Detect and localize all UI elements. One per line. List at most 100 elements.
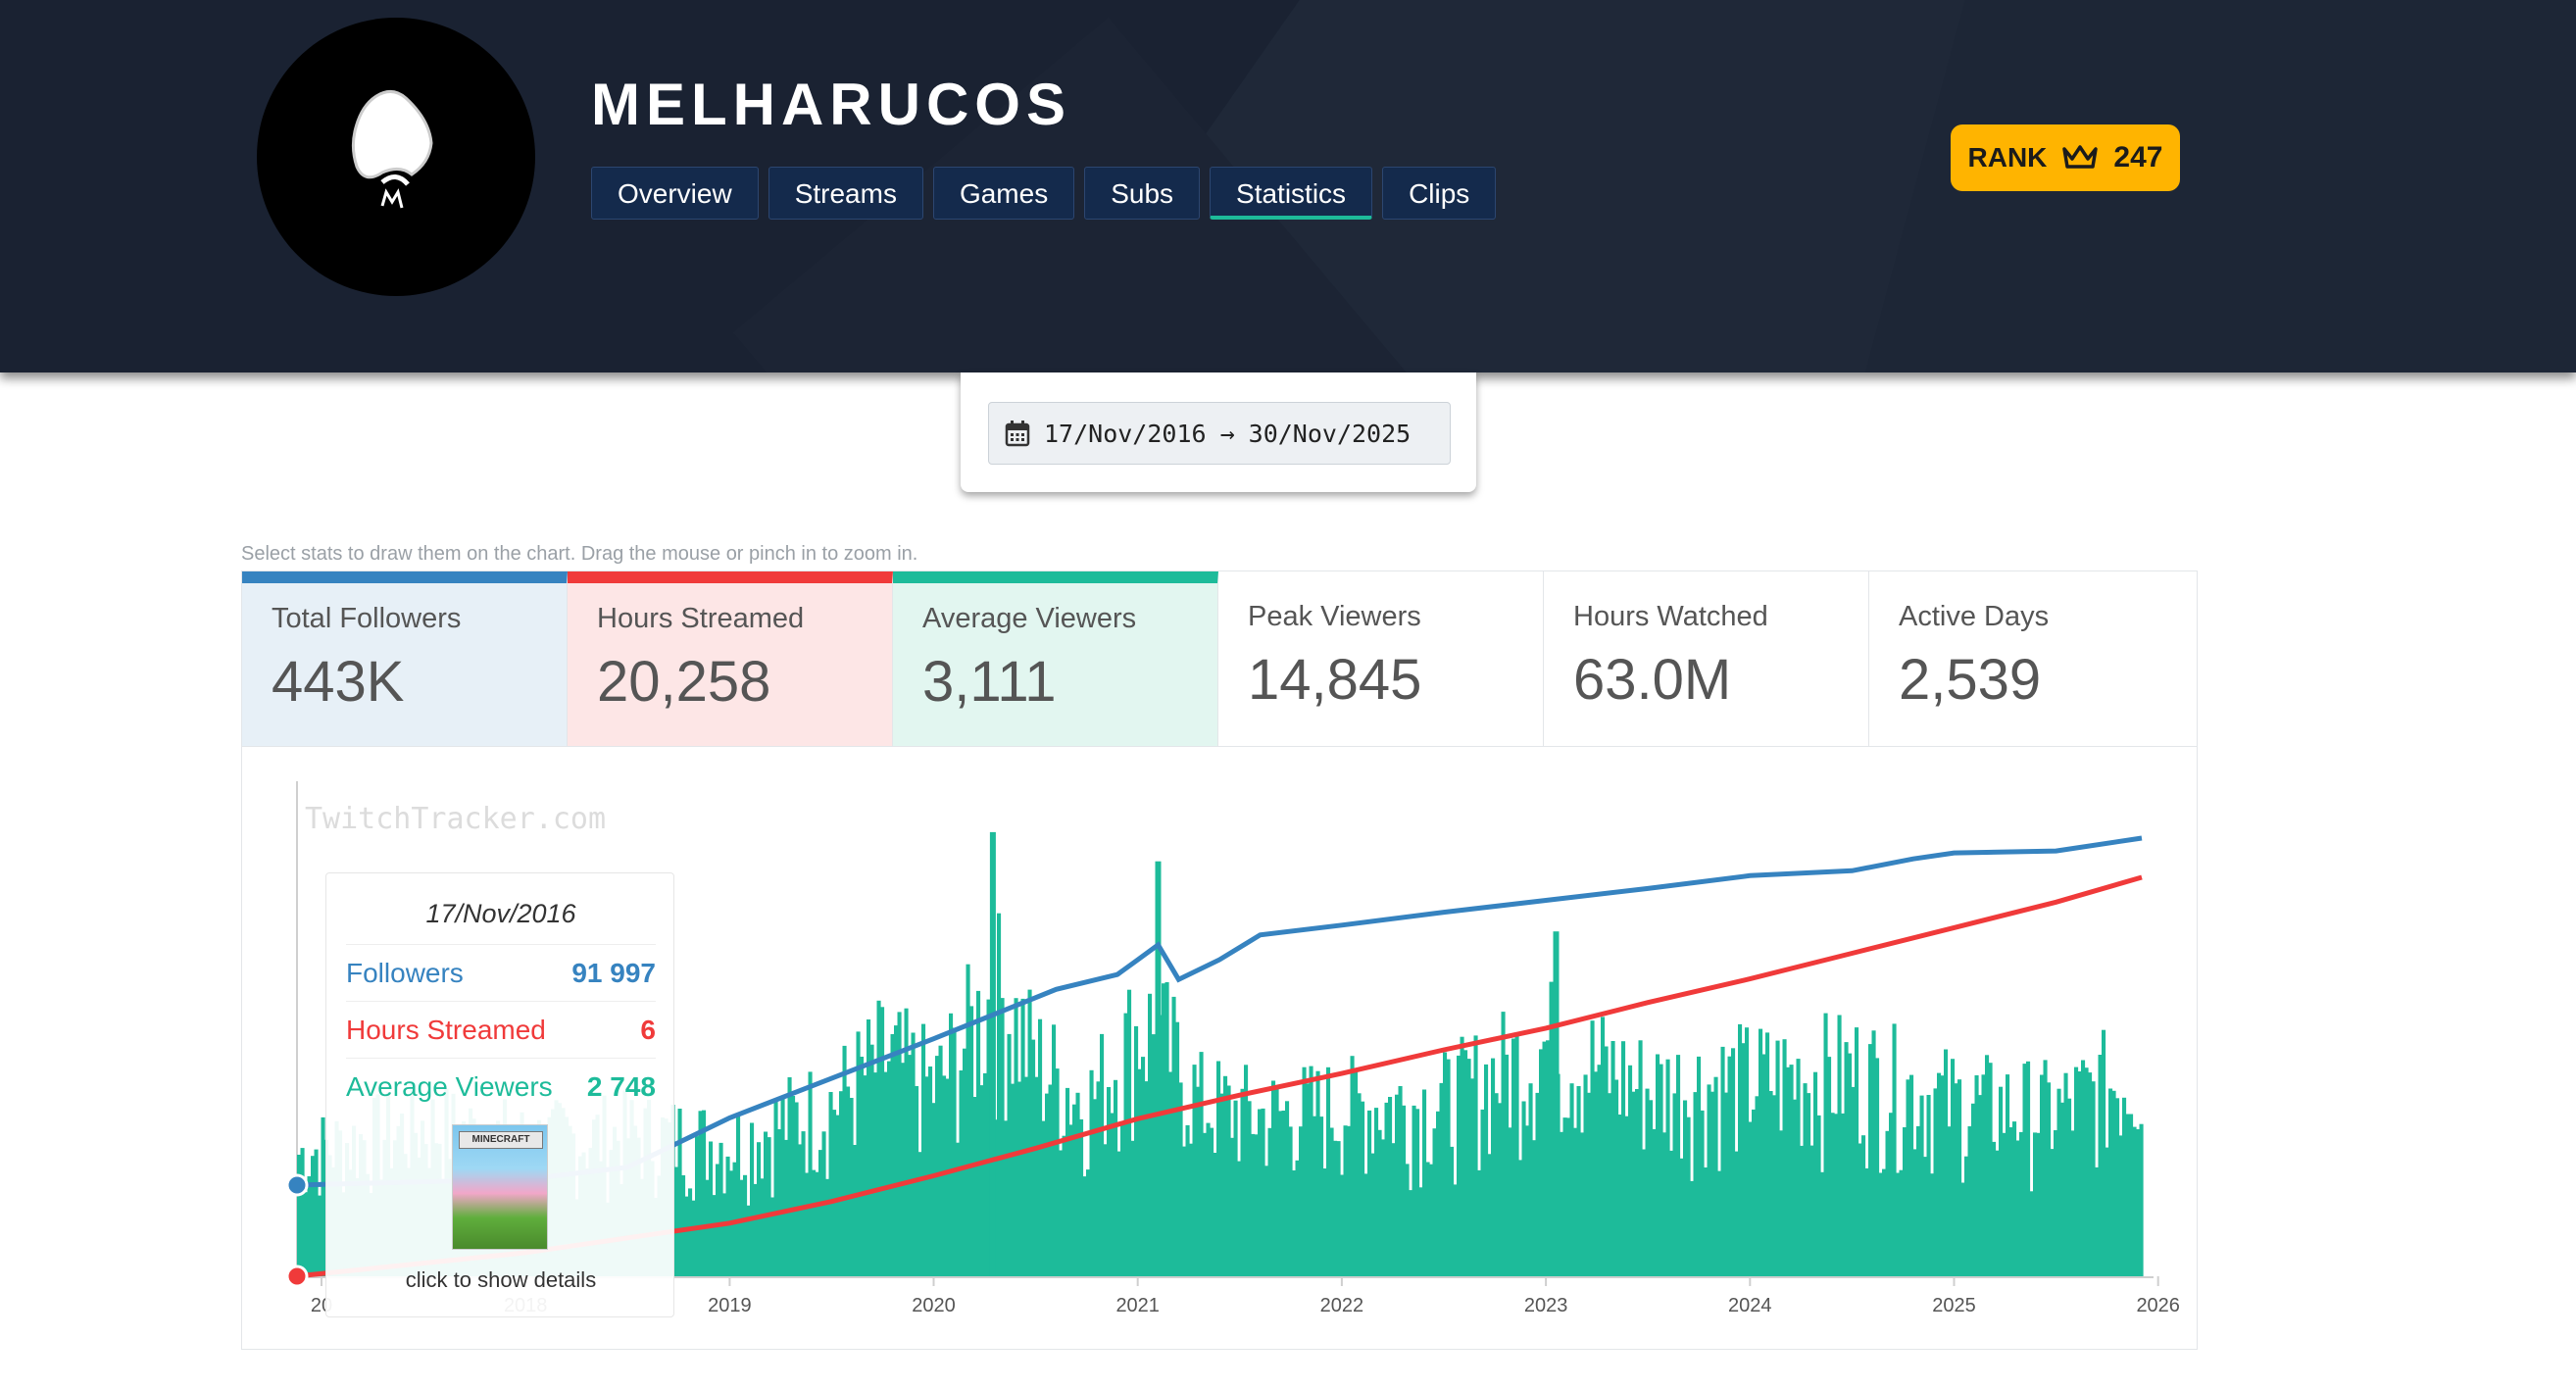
average-viewers-bar bbox=[2091, 1081, 2096, 1276]
average-viewers-bar bbox=[1313, 1116, 1317, 1276]
average-viewers-bar bbox=[1889, 1113, 1894, 1276]
average-viewers-bar bbox=[1837, 1015, 1842, 1276]
average-viewers-bar bbox=[1594, 1071, 1599, 1276]
average-viewers-bar bbox=[1055, 1068, 1060, 1276]
average-viewers-bar bbox=[1700, 1110, 1705, 1276]
average-viewers-bar bbox=[1807, 1093, 1811, 1276]
calendar-icon bbox=[1005, 421, 1030, 447]
average-viewers-bar bbox=[1093, 1099, 1098, 1276]
average-viewers-bar bbox=[746, 1205, 751, 1276]
average-viewers-bar bbox=[1171, 996, 1176, 1276]
hours-streamed-marker bbox=[285, 1265, 309, 1288]
stat-label: Hours Watched bbox=[1573, 601, 1768, 632]
average-viewers-bar bbox=[1542, 1041, 1547, 1276]
average-viewers-bar bbox=[767, 1137, 771, 1276]
average-viewers-bar bbox=[935, 1056, 940, 1276]
average-viewers-bar bbox=[1350, 1056, 1355, 1276]
average-viewers-bar bbox=[1525, 1125, 1530, 1276]
average-viewers-bar bbox=[1130, 1140, 1135, 1276]
average-viewers-bar bbox=[725, 1156, 730, 1276]
stat-active-days[interactable]: Active Days 2,539 bbox=[1869, 571, 2195, 746]
stat-hours-streamed[interactable]: Hours Streamed 20,258 bbox=[568, 571, 893, 746]
stat-total-followers[interactable]: Total Followers 443K bbox=[242, 571, 568, 746]
game-cover-image[interactable]: MINECRAFT bbox=[452, 1124, 548, 1250]
average-viewers-bar bbox=[688, 1188, 693, 1276]
average-viewers-bar bbox=[1100, 1033, 1105, 1276]
average-viewers-bar bbox=[928, 1067, 933, 1276]
average-viewers-bar bbox=[1789, 1065, 1794, 1276]
average-viewers-bar bbox=[1230, 1137, 1235, 1276]
average-viewers-bar bbox=[1484, 1064, 1489, 1276]
average-viewers-bar bbox=[815, 1171, 819, 1276]
average-viewers-bar bbox=[1514, 1032, 1519, 1276]
average-viewers-bar bbox=[1017, 1081, 1022, 1276]
stat-peak-viewers[interactable]: Peak Viewers 14,845 bbox=[1218, 571, 1544, 746]
average-viewers-bar bbox=[1110, 1113, 1115, 1276]
tab-overview[interactable]: Overview bbox=[591, 167, 759, 220]
average-viewers-bar bbox=[1816, 1115, 1821, 1276]
average-viewers-bar bbox=[1213, 1153, 1217, 1276]
average-viewers-bar bbox=[1844, 1042, 1849, 1276]
average-viewers-bar bbox=[1896, 1172, 1901, 1276]
average-viewers-bar bbox=[2111, 1090, 2116, 1276]
tab-statistics[interactable]: Statistics bbox=[1210, 167, 1373, 220]
average-viewers-bar bbox=[825, 1178, 830, 1276]
average-viewers-bar bbox=[1717, 1170, 1722, 1276]
rank-label: RANK bbox=[1967, 142, 2048, 173]
average-viewers-bar bbox=[674, 1166, 679, 1276]
average-viewers-bar bbox=[1707, 1084, 1711, 1276]
tab-streams[interactable]: Streams bbox=[768, 167, 923, 220]
average-viewers-bar bbox=[1892, 1023, 1897, 1276]
average-viewers-bar bbox=[1114, 1079, 1118, 1276]
average-viewers-bar bbox=[1772, 1095, 1777, 1276]
average-viewers-bar bbox=[1134, 1025, 1139, 1276]
chart-tooltip[interactable]: 17/Nov/2016 Followers 91 997 Hours Strea… bbox=[325, 872, 674, 1317]
average-viewers-bar bbox=[1384, 1102, 1389, 1276]
average-viewers-bar bbox=[681, 1175, 686, 1276]
average-viewers-bar bbox=[1855, 1027, 1859, 1276]
average-viewers-bar bbox=[1560, 1131, 1564, 1276]
crown-icon bbox=[2062, 145, 2099, 169]
average-viewers-bar bbox=[1926, 1095, 1931, 1276]
date-end: 30/Nov/2025 bbox=[1248, 419, 1412, 448]
average-viewers-bar bbox=[1086, 1169, 1091, 1276]
average-viewers-bar bbox=[297, 1155, 302, 1276]
tab-subs[interactable]: Subs bbox=[1084, 167, 1201, 220]
average-viewers-bar bbox=[1278, 1111, 1283, 1276]
channel-name: MELHARUCOS bbox=[591, 72, 1071, 137]
average-viewers-bar bbox=[739, 1179, 744, 1276]
avatar[interactable] bbox=[257, 18, 535, 296]
average-viewers-bar bbox=[1759, 1028, 1763, 1276]
average-viewers-bar bbox=[1549, 981, 1554, 1276]
average-viewers-bar bbox=[1020, 998, 1025, 1276]
tab-clips[interactable]: Clips bbox=[1382, 167, 1497, 220]
chart-watermark: TwitchTracker.com bbox=[305, 802, 606, 836]
average-viewers-bar bbox=[945, 1078, 950, 1276]
average-viewers-bar bbox=[1062, 1135, 1066, 1276]
rank-badge[interactable]: RANK 247 bbox=[1951, 124, 2180, 191]
average-viewers-bar bbox=[2056, 1088, 2061, 1276]
average-viewers-bar bbox=[1727, 1056, 1732, 1276]
stat-average-viewers[interactable]: Average Viewers 3,111 bbox=[893, 571, 1218, 746]
average-viewers-bar bbox=[1196, 1086, 1201, 1276]
average-viewers-bar bbox=[753, 1183, 758, 1276]
average-viewers-bar bbox=[1944, 1049, 1949, 1276]
stat-label: Average Viewers bbox=[922, 603, 1137, 634]
average-viewers-bar bbox=[1704, 1167, 1709, 1276]
average-viewers-bar bbox=[1539, 1049, 1544, 1276]
stat-hours-watched[interactable]: Hours Watched 63.0M bbox=[1544, 571, 1869, 746]
tooltip-label: Followers bbox=[346, 958, 464, 988]
stat-value: 2,539 bbox=[1899, 648, 2042, 712]
average-viewers-bar bbox=[1223, 1075, 1228, 1276]
average-viewers-bar bbox=[1347, 1125, 1352, 1276]
average-viewers-bar bbox=[777, 1129, 782, 1276]
average-viewers-bar bbox=[1652, 1128, 1657, 1276]
average-viewers-bar bbox=[1409, 1190, 1413, 1276]
average-viewers-bar bbox=[1909, 1074, 1914, 1276]
average-viewers-bar bbox=[2105, 1147, 2109, 1276]
date-range-picker[interactable]: 17/Nov/2016 → 30/Nov/2025 bbox=[988, 402, 1451, 465]
average-viewers-bar bbox=[1261, 1108, 1265, 1276]
average-viewers-bar bbox=[757, 1142, 762, 1276]
average-viewers-bar bbox=[1919, 1095, 1924, 1276]
tab-games[interactable]: Games bbox=[932, 167, 1075, 220]
